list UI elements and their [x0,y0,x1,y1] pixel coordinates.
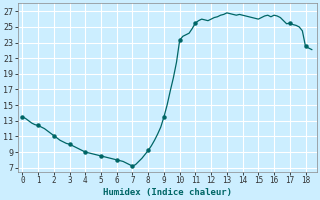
X-axis label: Humidex (Indice chaleur): Humidex (Indice chaleur) [103,188,232,197]
